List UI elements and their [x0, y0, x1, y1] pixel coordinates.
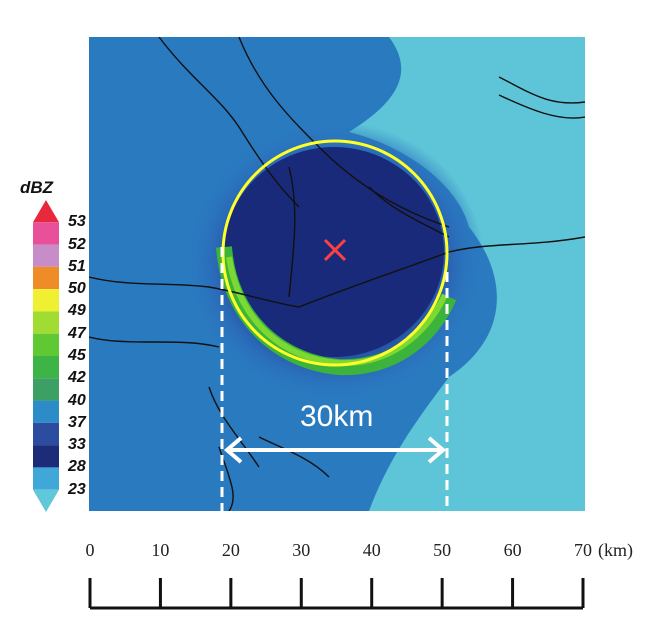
radar-map: [89, 37, 585, 511]
scale-tick-label: 60: [503, 540, 522, 560]
legend-swatch: [33, 311, 59, 334]
coastlines: [89, 37, 585, 511]
scale-tick-label: 70: [574, 540, 592, 560]
legend-swatch: [33, 200, 59, 223]
scale-ruler: [88, 578, 585, 610]
legend-level-label: 45: [68, 347, 86, 364]
scale-tick-label: 20: [221, 540, 240, 560]
dbz-legend: dBZ 53 52 51 50 49 47 45 42 40 37 33 28 23: [18, 178, 93, 518]
scale-tick-label: 30: [292, 540, 311, 560]
distance-arrow: [223, 436, 447, 464]
legend-level-label: 51: [68, 257, 86, 275]
legend-level-label: 37: [68, 413, 86, 431]
legend-labels: 53 52 51 50 49 47 45 42 40 37 33 28 23: [68, 178, 96, 518]
scale-tick-label: 40: [362, 540, 381, 560]
scale-tick-label: 10: [151, 540, 170, 560]
legend-level-label: 50: [68, 280, 86, 298]
bright-band-ring-highlight: [226, 256, 448, 367]
legend-level-label: 42: [68, 369, 86, 387]
scale-tick-label: 0: [85, 540, 95, 560]
legend-swatch: [33, 445, 59, 468]
radar-center-marker: [323, 238, 347, 262]
legend-swatch: [33, 378, 59, 401]
legend-swatch: [33, 356, 59, 379]
legend-level-label: 40: [68, 391, 86, 409]
bright-band-ring: [216, 246, 457, 376]
scale-unit: (km): [598, 540, 633, 560]
legend-level-label: 53: [68, 213, 86, 231]
legend-swatch: [33, 266, 59, 290]
legend-level-label: 52: [68, 235, 86, 253]
legend-swatch: [33, 244, 59, 267]
legend-swatch: [33, 467, 59, 490]
legend-level-label: 23: [68, 480, 86, 498]
legend-level-label: 28: [68, 458, 86, 476]
legend-level-label: 49: [68, 302, 86, 320]
legend-swatch: [33, 222, 59, 245]
echo-region-upper-left: [89, 37, 229, 97]
legend-swatch: [33, 289, 59, 312]
legend-swatch: [33, 489, 59, 512]
legend-swatch: [33, 333, 59, 356]
legend-swatch: [33, 422, 59, 446]
km-scalebar: 0 10 20 30 40 50 60 70 (km): [60, 540, 647, 620]
legend-color-bar: [33, 200, 59, 512]
distance-label: 30km: [300, 400, 374, 433]
legend-level-label: 33: [68, 436, 86, 454]
legend-level-label: 47: [68, 324, 86, 342]
legend-title: dBZ: [20, 178, 54, 197]
legend-swatch: [33, 400, 59, 423]
scale-tick-label: 50: [433, 540, 452, 560]
